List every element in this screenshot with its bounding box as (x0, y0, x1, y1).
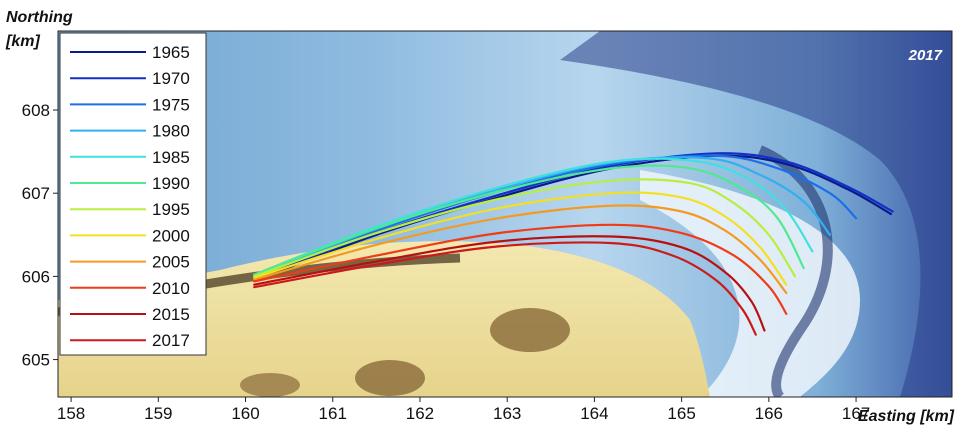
legend-label-1985: 1985 (152, 148, 190, 167)
y-tick-label: 607 (22, 184, 50, 203)
legend-label-1975: 1975 (152, 95, 190, 114)
x-tick-label: 162 (406, 404, 434, 423)
x-axis: 158 159 160 161 162 163 164 165 166 167 (57, 397, 870, 423)
plot-frame (57, 30, 953, 398)
series-line-2017 (253, 241, 757, 336)
series-line-1995 (253, 178, 797, 278)
x-axis-label: Easting [km] (858, 408, 955, 425)
series-line-1990 (253, 164, 805, 276)
deep-water-channel (560, 31, 952, 397)
legend-box (59, 32, 207, 356)
map-background (58, 31, 952, 397)
y-axis-label-line1: Northing (6, 9, 73, 26)
y-axis-label-line2: [km] (5, 33, 40, 50)
series-line-1975 (253, 154, 858, 279)
shoal-white (640, 170, 860, 397)
series-line-2000 (253, 191, 788, 286)
legend-label-1965: 1965 (152, 43, 190, 62)
x-tick-label: 167 (842, 404, 870, 423)
x-tick-label: 161 (319, 404, 347, 423)
legend-label-2000: 2000 (152, 226, 190, 245)
x-tick-label: 166 (755, 404, 783, 423)
x-tick-label: 163 (493, 404, 521, 423)
dune-3 (240, 373, 300, 397)
x-tick-label: 160 (231, 404, 259, 423)
series-line-1985 (253, 157, 814, 276)
map-year-tag: 2017 (908, 47, 943, 64)
coastline-series (253, 152, 894, 336)
dune-1 (490, 308, 570, 352)
legend-label-2017: 2017 (152, 331, 190, 350)
legend: 1965 1970 1975 1980 1985 1990 1995 2000 2005 2010… (59, 32, 207, 356)
tidal-channel (757, 145, 833, 397)
y-tick-label: 606 (22, 267, 50, 286)
legend-label-2010: 2010 (152, 279, 190, 298)
y-tick-label: 605 (22, 351, 50, 370)
x-tick-label: 165 (667, 404, 695, 423)
legend-label-1995: 1995 (152, 200, 190, 219)
y-axis: 605 606 607 608 (22, 101, 58, 370)
series-line-2010 (253, 223, 788, 315)
dune-2 (355, 360, 425, 396)
x-tick-label: 164 (580, 404, 608, 423)
x-tick-label: 158 (57, 404, 85, 423)
x-tick-label: 159 (144, 404, 172, 423)
legend-label-1980: 1980 (152, 122, 190, 141)
legend-label-2005: 2005 (152, 253, 190, 272)
legend-label-2015: 2015 (152, 305, 190, 324)
series-line-2015 (253, 235, 766, 332)
series-line-2005 (253, 204, 788, 295)
legend-label-1970: 1970 (152, 69, 190, 88)
y-tick-label: 608 (22, 101, 50, 120)
legend-label-1990: 1990 (152, 174, 190, 193)
